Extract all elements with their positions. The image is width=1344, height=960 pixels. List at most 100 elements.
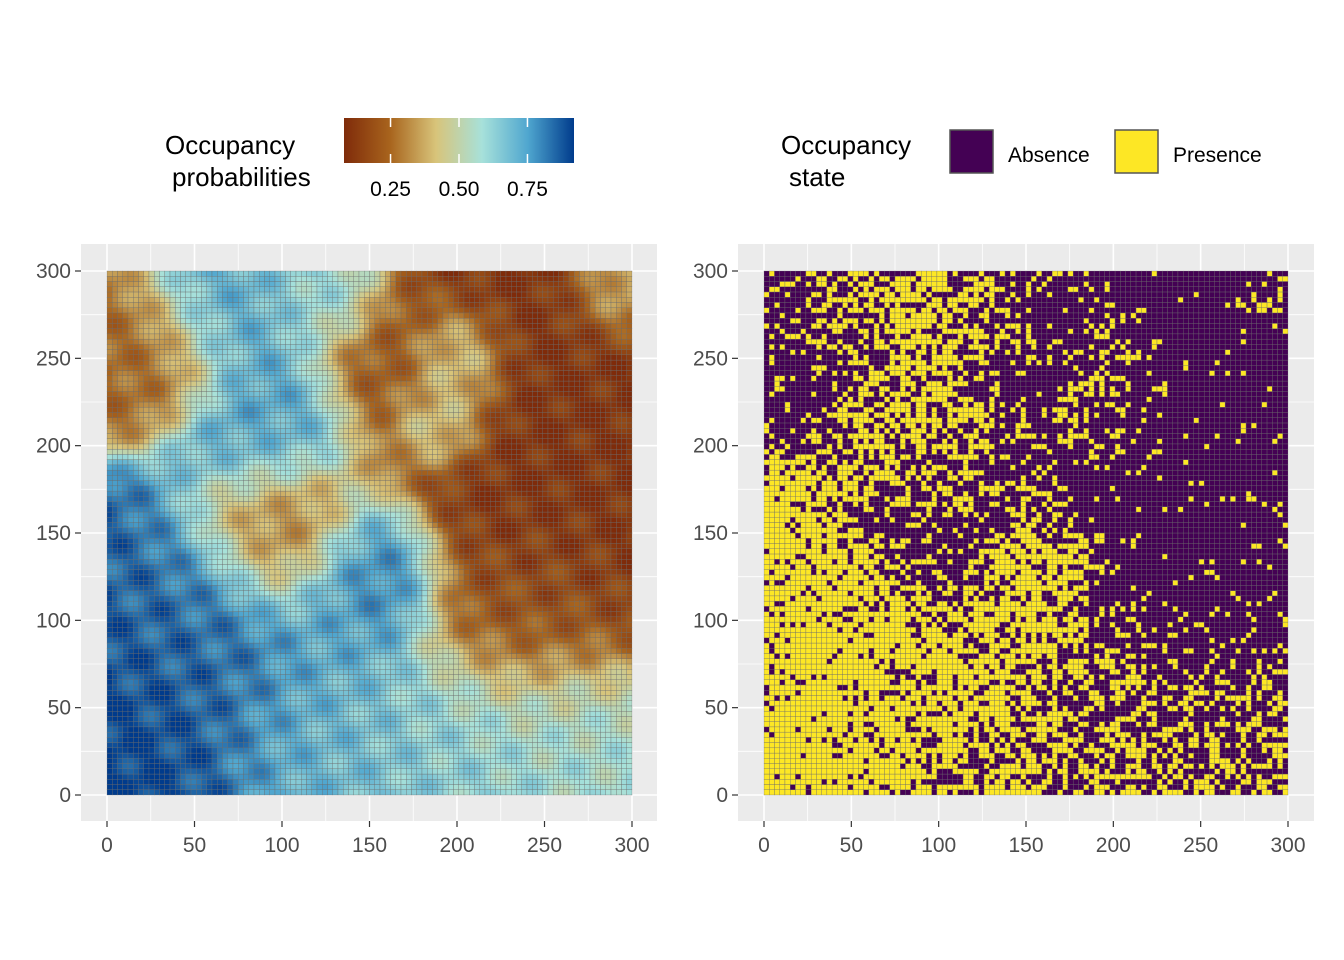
probability-tile: [343, 371, 348, 376]
probability-tile: [244, 412, 249, 417]
probability-tile: [265, 638, 270, 643]
probability-tile: [333, 486, 338, 491]
probability-tile: [354, 297, 359, 302]
probability-tile: [165, 308, 170, 313]
probability-tile: [265, 460, 270, 465]
probability-tile: [228, 365, 233, 370]
probability-tile: [202, 302, 207, 307]
probability-tile: [170, 392, 175, 397]
probability-tile: [207, 496, 212, 501]
probability-tile: [233, 612, 238, 617]
probability-tile: [128, 281, 133, 286]
probability-tile: [165, 664, 170, 669]
probability-tile: [265, 528, 270, 533]
probability-tile: [154, 360, 159, 365]
probability-tile: [301, 743, 306, 748]
probability-tile: [244, 507, 249, 512]
probability-tile: [207, 350, 212, 355]
probability-tile: [265, 465, 270, 470]
probability-tile: [175, 591, 180, 596]
probability-tile: [280, 591, 285, 596]
probability-tile: [170, 308, 175, 313]
probability-tile: [249, 737, 254, 742]
probability-tile: [191, 722, 196, 727]
probability-tile: [275, 664, 280, 669]
probability-tile: [149, 302, 154, 307]
probability-tile: [160, 570, 165, 575]
probability-tile: [160, 533, 165, 538]
probability-tile: [223, 790, 228, 795]
probability-tile: [123, 350, 128, 355]
probability-tile: [112, 433, 117, 438]
probability-tile: [160, 564, 165, 569]
probability-tile: [270, 439, 275, 444]
probability-tile: [181, 601, 186, 606]
probability-tile: [291, 716, 296, 721]
probability-tile: [175, 507, 180, 512]
probability-tile: [144, 543, 149, 548]
probability-tile: [307, 664, 312, 669]
probability-tile: [202, 627, 207, 632]
probability-tile: [186, 659, 191, 664]
probability-tile: [207, 402, 212, 407]
probability-tile: [359, 559, 364, 564]
probability-tile: [139, 785, 144, 790]
probability-tile: [128, 627, 133, 632]
probability-tile: [217, 271, 222, 276]
probability-tile: [343, 654, 348, 659]
probability-tile: [254, 355, 259, 360]
probability-tile: [317, 575, 322, 580]
probability-tile: [191, 423, 196, 428]
probability-tile: [338, 318, 343, 323]
probability-tile: [249, 329, 254, 334]
probability-tile: [280, 570, 285, 575]
probability-tile: [317, 680, 322, 685]
probability-tile: [160, 344, 165, 349]
probability-tile: [202, 281, 207, 286]
probability-tile: [249, 271, 254, 276]
probability-tile: [265, 433, 270, 438]
probability-tile: [301, 376, 306, 381]
probability-tile: [165, 276, 170, 281]
probability-tile: [322, 386, 327, 391]
probability-tile: [312, 376, 317, 381]
probability-tile: [181, 627, 186, 632]
probability-tile: [144, 638, 149, 643]
probability-tile: [133, 371, 138, 376]
probability-tile: [139, 722, 144, 727]
probability-tile: [244, 706, 249, 711]
probability-tile: [333, 648, 338, 653]
probability-tile: [107, 360, 112, 365]
probability-tile: [259, 753, 264, 758]
probability-tile: [107, 674, 112, 679]
probability-tile: [265, 580, 270, 585]
probability-tile: [144, 397, 149, 402]
probability-tile: [265, 355, 270, 360]
probability-tile: [202, 292, 207, 297]
probability-tile: [275, 496, 280, 501]
probability-tile: [343, 785, 348, 790]
probability-tile: [202, 596, 207, 601]
probability-tile: [154, 612, 159, 617]
probability-tile: [238, 308, 243, 313]
probability-tile: [175, 423, 180, 428]
probability-tile: [275, 654, 280, 659]
probability-tile: [338, 564, 343, 569]
probability-tile: [160, 491, 165, 496]
probability-tile: [349, 523, 354, 528]
probability-tile: [149, 397, 154, 402]
probability-tile: [123, 329, 128, 334]
probability-tile: [144, 774, 149, 779]
probability-tile: [322, 412, 327, 417]
probability-tile: [343, 685, 348, 690]
probability-tile: [212, 334, 217, 339]
probability-tile: [359, 271, 364, 276]
probability-tile: [217, 711, 222, 716]
probability-tile: [149, 549, 154, 554]
probability-tile: [343, 418, 348, 423]
probability-tile: [170, 716, 175, 721]
probability-tile: [212, 355, 217, 360]
probability-tile: [270, 570, 275, 575]
probability-tile: [312, 397, 317, 402]
probability-tile: [291, 575, 296, 580]
